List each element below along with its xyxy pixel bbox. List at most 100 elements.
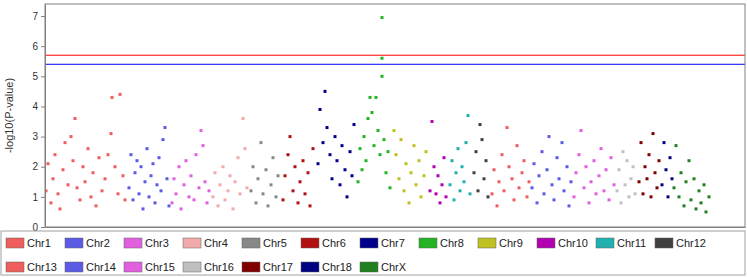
series-points	[673, 144, 711, 213]
point	[237, 156, 240, 159]
legend-entry: Chr4	[183, 237, 228, 249]
point	[282, 198, 285, 201]
point	[158, 156, 161, 159]
point	[195, 153, 198, 156]
point	[107, 153, 110, 156]
point	[383, 138, 386, 141]
point	[357, 180, 360, 183]
point	[284, 174, 287, 177]
point	[410, 171, 413, 174]
point	[433, 165, 436, 168]
point	[262, 192, 265, 195]
point	[270, 183, 273, 186]
point	[563, 189, 566, 192]
point	[265, 168, 268, 171]
point	[128, 186, 131, 189]
point	[84, 180, 87, 183]
point	[556, 156, 559, 159]
point	[493, 168, 496, 171]
point	[644, 165, 647, 168]
point	[693, 177, 696, 180]
point	[54, 153, 57, 156]
point	[130, 153, 133, 156]
legend-entry: Chr11	[596, 237, 646, 249]
point	[202, 144, 205, 147]
point	[142, 207, 145, 210]
point	[346, 195, 349, 198]
series-points	[317, 90, 356, 198]
point	[375, 96, 378, 99]
point	[92, 171, 95, 174]
point	[190, 174, 193, 177]
point	[620, 201, 623, 204]
series-points	[357, 16, 392, 189]
point	[588, 201, 591, 204]
point	[661, 183, 664, 186]
point	[111, 96, 114, 99]
y-axis-title: -log10(P-value)	[3, 78, 15, 153]
point	[87, 147, 90, 150]
point	[650, 195, 653, 198]
point	[140, 165, 143, 168]
point	[150, 174, 153, 177]
point	[628, 195, 631, 198]
legend-entry: Chr17	[242, 261, 293, 273]
point	[365, 159, 368, 162]
point	[516, 144, 519, 147]
point	[224, 198, 227, 201]
point	[590, 180, 593, 183]
legend-entry: ChrX	[360, 261, 407, 273]
legend-label: Chr16	[204, 261, 234, 273]
series-points	[573, 129, 616, 204]
point	[413, 144, 416, 147]
y-tick: 7	[32, 11, 45, 22]
point	[595, 192, 598, 195]
point	[95, 204, 98, 207]
point	[160, 189, 163, 192]
point	[289, 135, 292, 138]
point	[244, 147, 247, 150]
point	[400, 138, 403, 141]
point	[656, 186, 659, 189]
series-points	[638, 132, 661, 198]
point	[531, 186, 534, 189]
point	[634, 192, 637, 195]
point	[363, 135, 366, 138]
point	[457, 147, 460, 150]
point	[117, 192, 120, 195]
point	[154, 201, 157, 204]
point	[148, 195, 151, 198]
x-axis	[46, 227, 746, 228]
point	[688, 159, 691, 162]
point	[583, 186, 586, 189]
point	[252, 165, 255, 168]
point	[648, 153, 651, 156]
legend-entry: Chr12	[655, 237, 706, 249]
point	[369, 96, 372, 99]
point	[307, 171, 310, 174]
point	[166, 177, 169, 180]
legend-entry: Chr16	[183, 261, 234, 273]
point	[498, 180, 501, 183]
point	[185, 159, 188, 162]
point	[605, 168, 608, 171]
point	[134, 171, 137, 174]
legend-entry: Chr5	[242, 237, 287, 249]
point	[473, 171, 476, 174]
tick-mark	[41, 76, 45, 77]
tick-mark	[41, 197, 45, 198]
legend-entry: Chr10	[537, 237, 588, 249]
point	[405, 162, 408, 165]
point	[483, 177, 486, 180]
point	[463, 180, 466, 183]
point	[453, 198, 456, 201]
point	[671, 177, 674, 180]
point	[528, 180, 531, 183]
point	[206, 201, 209, 204]
point	[260, 141, 263, 144]
legend-label: Chr13	[27, 261, 57, 273]
point	[272, 156, 275, 159]
tick-label: 1	[32, 192, 38, 203]
legend-label: Chr10	[558, 237, 588, 249]
point	[156, 183, 159, 186]
